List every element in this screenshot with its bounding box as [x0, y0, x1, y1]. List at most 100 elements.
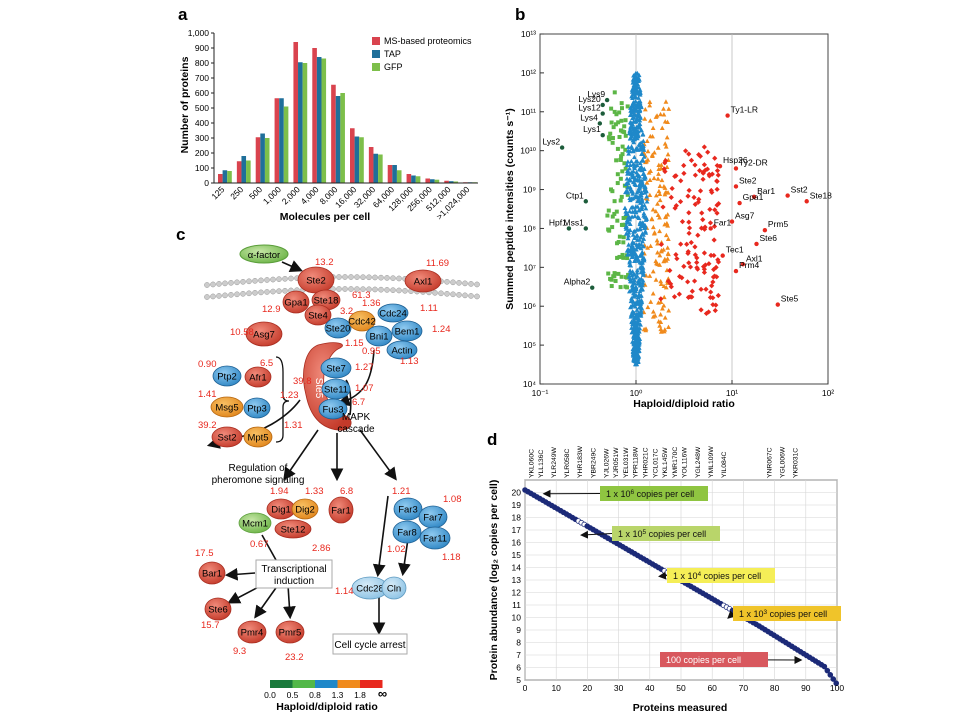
- panel-a-bar: [387, 165, 393, 183]
- panel-b-point: [701, 144, 707, 150]
- panel-a-bar: [264, 138, 270, 183]
- panel-b-point: [647, 177, 653, 182]
- panel-b-point: [630, 80, 636, 85]
- panel-b-point: [629, 94, 635, 99]
- panel-a-bar: [425, 178, 431, 183]
- panel-b-point: [705, 309, 712, 315]
- panel-b-point: [639, 252, 645, 258]
- panel-b-point: [714, 274, 720, 280]
- colorbar-segment: [270, 680, 293, 688]
- panel-b-point: [630, 349, 636, 355]
- panel-b-point: [639, 157, 645, 162]
- panel-b-point: [643, 188, 649, 194]
- panel-b-point: [615, 218, 620, 223]
- membrane-lipid: [270, 288, 276, 295]
- panel-b-point: [655, 250, 660, 255]
- mcm1-value: 0.67: [250, 539, 269, 550]
- panel-b-point: [674, 256, 680, 262]
- panel-b-point: [630, 253, 636, 259]
- far8-value: 1.02: [387, 544, 406, 555]
- panel-b-point: [704, 166, 711, 172]
- panel-d-callout-label: 1 x 104 copies per cell: [673, 571, 761, 581]
- panel-d-point: [830, 676, 837, 682]
- panel-b-point: [663, 99, 669, 104]
- panel-b-point-label: Ste5: [781, 294, 799, 304]
- panel-b-xtick-label: 10²: [822, 388, 834, 398]
- panel-b-point: [710, 279, 716, 285]
- ste4-label: Ste4: [308, 311, 328, 322]
- panel-a-xtick-label: 4,000: [299, 184, 321, 206]
- cdc42-label: Cdc42: [348, 317, 375, 328]
- panel-b-point: [633, 247, 639, 252]
- panel-b-point: [611, 274, 616, 279]
- panel-b-point: [630, 191, 636, 196]
- panel-b-point: [640, 138, 646, 144]
- panel-b-point-label: Alpha2: [564, 277, 591, 287]
- cell-cycle-box: [332, 633, 408, 655]
- panel-b-point: [622, 205, 628, 211]
- panel-b-point: [701, 266, 707, 272]
- panel-b-point: [631, 154, 637, 160]
- panel-b-point: [640, 131, 646, 137]
- panel-b-point: [641, 154, 647, 159]
- membrane-lipid: [468, 281, 474, 287]
- colorbar: 0.0 0.5 0.8 1.3 1.8 ∞: [264, 680, 387, 701]
- panel-b-ytick-label: 10⁸: [523, 223, 536, 233]
- panel-b-point: [672, 173, 678, 179]
- panel-b-point: [634, 227, 640, 232]
- membrane-lipid: [366, 286, 372, 293]
- panel-d-top-label: YLR249W: [551, 446, 558, 478]
- panel-b-point: [640, 278, 646, 283]
- panel-b-point: [627, 195, 633, 200]
- panel-b-point: [634, 113, 640, 118]
- panel-a-legend-swatch: [372, 37, 380, 45]
- panel-b-point-label: Ste2: [739, 175, 757, 185]
- panel-b-point: [708, 289, 714, 295]
- panel-b-point: [630, 209, 635, 214]
- panel-b-point: [638, 322, 643, 327]
- axl1-label: Axl1: [414, 277, 432, 288]
- panel-a-bar: [430, 179, 435, 183]
- panel-b-point: [714, 210, 720, 216]
- membrane-lipid: [354, 274, 360, 280]
- panel-b-point: [626, 151, 632, 156]
- panel-b-point: [628, 263, 634, 268]
- panel-b-point: [663, 144, 669, 149]
- panel-d-ytick-label: 16: [512, 538, 522, 548]
- panel-b-point: [639, 299, 644, 305]
- panel-b-point: [615, 255, 620, 260]
- membrane-lipid: [282, 275, 288, 282]
- panel-a-bar: [241, 156, 247, 183]
- bar1-value: 17.5: [195, 548, 214, 559]
- panel-b-point: [633, 329, 639, 335]
- panel-b-point: [701, 162, 707, 168]
- panel-a-bar: [396, 170, 402, 183]
- panel-d-ytick-label: 18: [512, 513, 522, 523]
- panel-b-point: [664, 135, 670, 140]
- panel-d-xtick-label: 0: [523, 683, 528, 693]
- panel-b-point: [640, 266, 646, 271]
- panel-b-point: [643, 175, 648, 180]
- panel-b-point: [618, 198, 623, 203]
- dig2-value: 1.33: [305, 486, 324, 497]
- panel-b-point: [642, 202, 647, 208]
- panel-b-point: [662, 119, 668, 124]
- panel-letter-c: c: [176, 225, 185, 244]
- panel-b-point: [633, 94, 639, 99]
- panel-b-point: [629, 87, 635, 92]
- panel-b-point: [628, 304, 634, 309]
- panel-b-point: [662, 141, 668, 146]
- panel-b-labeled-point: [775, 302, 781, 307]
- panel-b-point: [640, 280, 646, 285]
- panel-b-point: [666, 308, 672, 313]
- panel-b-point: [644, 216, 649, 221]
- panel-b-point: [682, 148, 689, 154]
- panel-b-point: [619, 101, 624, 106]
- panel-b-point-label: Bar1: [757, 186, 775, 196]
- panel-b-point: [628, 187, 633, 192]
- panel-b-point-label: Lys4: [580, 112, 598, 122]
- panel-b-point: [634, 324, 640, 329]
- membrane-lipid: [234, 279, 240, 286]
- panel-b-point: [633, 131, 639, 137]
